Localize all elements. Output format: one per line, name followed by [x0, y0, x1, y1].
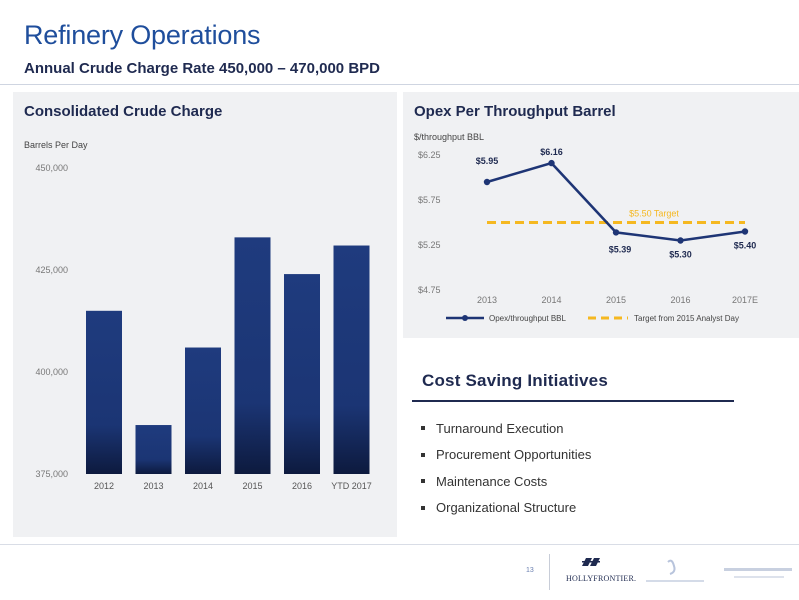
y-tick-label: $5.25	[418, 240, 441, 250]
x-tick-label: 2017E	[732, 295, 758, 305]
opex-chart: $4.75 $5.25 $5.75 $6.25 2013 2014 2015 2016 2017…	[418, 147, 758, 323]
crude-charge-unit: Barrels Per Day	[24, 140, 88, 150]
opex-point	[483, 178, 491, 186]
opex-title: Opex Per Throughput Barrel	[414, 103, 616, 120]
opex-series-line	[486, 161, 746, 242]
legend-target-label: Target from 2015 Analyst Day	[634, 314, 739, 323]
bar	[234, 237, 271, 474]
x-tick-label: 2015	[242, 481, 262, 491]
legend-series-marker	[462, 315, 468, 321]
list-item: Organizational Structure	[420, 495, 591, 522]
list-item-label: Turnaround Execution	[436, 420, 564, 436]
x-tick-label: 2015	[606, 295, 626, 305]
header-divider	[0, 84, 799, 85]
footer-separator	[549, 554, 550, 590]
page-number: 13	[526, 567, 534, 574]
legend-series-label: Opex/throughput BBL	[489, 314, 566, 323]
footer-divider	[0, 544, 799, 545]
x-tick-label: 2013	[143, 481, 163, 491]
bullet-icon	[421, 479, 425, 484]
opex-unit: $/throughput BBL	[414, 132, 485, 142]
bullet-icon	[421, 505, 425, 510]
y-tick-label: $6.25	[418, 150, 441, 160]
x-tick-label: 2013	[477, 295, 497, 305]
x-tick-label: 2014	[541, 295, 561, 305]
data-label: $5.30	[669, 250, 692, 260]
cost-saving-list: Turnaround Execution Procurement Opportu…	[420, 415, 591, 521]
y-tick-label: $5.75	[418, 195, 441, 205]
data-label: $5.95	[476, 156, 499, 166]
y-tick-label: 400,000	[35, 367, 68, 377]
opex-point	[548, 159, 555, 167]
bar	[86, 310, 122, 474]
list-item-label: Procurement Opportunities	[436, 447, 592, 463]
y-tick-label: $4.75	[418, 285, 441, 295]
page-subtitle: Annual Crude Charge Rate 450,000 – 470,0…	[24, 60, 380, 77]
x-tick-label: 2012	[94, 481, 114, 491]
bullet-icon	[421, 426, 425, 431]
y-tick-label: 450,000	[35, 163, 68, 173]
data-label: $5.39	[609, 244, 632, 254]
opex-point	[741, 228, 749, 235]
opex-point	[677, 237, 684, 244]
x-tick-label: 2016	[292, 481, 312, 491]
bar	[333, 245, 370, 474]
bullet-icon	[421, 452, 425, 457]
y-tick-label: 425,000	[35, 265, 68, 275]
list-item: Maintenance Costs	[420, 468, 591, 495]
crude-charge-title: Consolidated Crude Charge	[24, 103, 223, 120]
crude-charge-chart: 375,000 400,000 425,000 450,000 2012 2013 2014…	[35, 163, 372, 491]
target-label: $5.50 Target	[629, 209, 679, 219]
hollyfrontier-logo	[582, 558, 600, 566]
cost-saving-header: Cost Saving Initiatives	[410, 362, 734, 402]
y-tick-label: 375,000	[35, 469, 68, 479]
x-tick-label: 2016	[670, 295, 690, 305]
hollyfrontier-logo-text: HOLLYFRONTIER.	[566, 574, 637, 583]
opex-point	[612, 229, 620, 236]
list-item-label: Organizational Structure	[436, 500, 577, 516]
list-item: Procurement Opportunities	[420, 442, 591, 469]
bar	[284, 274, 320, 474]
data-label: $6.16	[540, 147, 563, 157]
cost-saving-title: Cost Saving Initiatives	[422, 371, 608, 390]
list-item-label: Maintenance Costs	[436, 473, 548, 489]
bar	[185, 347, 221, 474]
partner-logo-secondary	[724, 568, 792, 578]
x-tick-label: 2014	[193, 481, 213, 491]
cost-saving-underline	[412, 400, 734, 402]
x-tick-label: YTD 2017	[331, 481, 372, 491]
bar	[135, 425, 172, 474]
data-label: $5.40	[734, 241, 757, 251]
partner-logo	[646, 559, 704, 582]
list-item: Turnaround Execution	[420, 415, 591, 442]
page-title: Refinery Operations	[24, 20, 261, 50]
